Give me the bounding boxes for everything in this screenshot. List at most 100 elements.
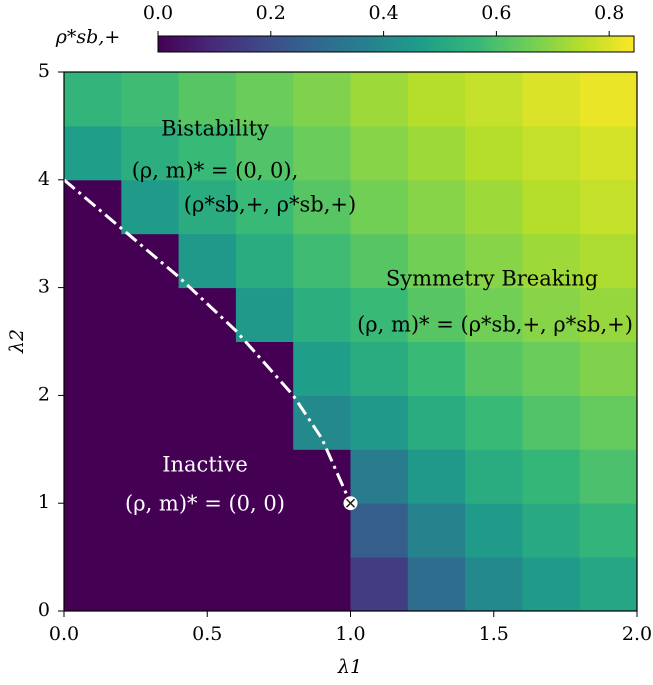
x-tick-label: 0.5	[192, 623, 222, 645]
heatmap-cell	[178, 503, 237, 558]
heatmap-cell	[293, 557, 351, 612]
heatmap-cell	[579, 557, 638, 612]
heatmap-cell	[64, 449, 122, 504]
heatmap-cell	[407, 125, 466, 181]
heatmap-cell	[121, 287, 180, 342]
heatmap-cell	[522, 125, 581, 181]
heatmap-cell	[350, 395, 409, 450]
heatmap-cell	[235, 179, 294, 235]
heatmap-cell	[465, 557, 523, 612]
heatmap-cell	[579, 449, 638, 504]
heatmap-cell	[579, 125, 638, 181]
heatmap-cell	[350, 341, 409, 396]
annotation: Inactive	[162, 453, 248, 477]
heatmap-cell	[64, 341, 122, 396]
heatmap-cell	[293, 341, 351, 396]
heatmap-cell	[407, 395, 466, 450]
heatmap-cell	[293, 395, 351, 450]
y-tick-label: 2	[38, 383, 50, 405]
heatmap-cell	[522, 341, 581, 396]
heatmap-cell	[64, 395, 122, 450]
heatmap-cell	[178, 287, 237, 342]
heatmap-cell	[522, 287, 581, 342]
heatmap-cell	[465, 72, 523, 127]
heatmap-cell	[579, 341, 638, 396]
colorbar-tick-label: 0.6	[481, 2, 511, 24]
heatmap-cell	[407, 557, 466, 612]
heatmap-cell	[235, 449, 294, 504]
heatmap-cell	[350, 287, 409, 342]
heatmap-cell	[293, 125, 351, 181]
heatmap-cell	[407, 503, 466, 558]
y-axis-label: λ2	[6, 329, 28, 354]
heatmap-cell	[178, 233, 237, 289]
heatmap-cell	[465, 449, 523, 504]
colorbar-tick-label: 0.0	[143, 2, 173, 24]
heatmap-cell	[522, 449, 581, 504]
heatmap-cell	[178, 557, 237, 612]
annotation: Symmetry Breaking	[386, 267, 598, 291]
heatmap-cell	[293, 233, 351, 289]
heatmap-cell	[465, 503, 523, 558]
y-tick-label: 0	[38, 599, 50, 621]
x-tick-label: 2.0	[622, 623, 652, 645]
annotation: Bistability	[161, 117, 269, 141]
heatmap-cell	[350, 557, 409, 612]
heatmap-cell	[407, 72, 466, 127]
heatmap-cell	[579, 503, 638, 558]
heatmap-cell	[522, 72, 581, 127]
y-tick-label: 4	[38, 168, 50, 190]
heatmap-cell	[235, 287, 294, 342]
heatmap-cell	[293, 179, 351, 235]
heatmap-cell	[293, 72, 351, 127]
heatmap-cell	[465, 395, 523, 450]
colorbar-tick-label: 0.4	[368, 2, 398, 24]
heatmap-cell	[235, 72, 294, 127]
colorbar-tick-label: 0.2	[256, 2, 286, 24]
heatmap-cell	[407, 341, 466, 396]
heatmap-cell	[121, 179, 180, 235]
x-axis-label: λ1	[337, 656, 362, 678]
colorbar-tick-label: 0.8	[594, 2, 624, 24]
heatmap-cell	[235, 503, 294, 558]
heatmap-cell	[121, 557, 180, 612]
heatmap-cell	[522, 503, 581, 558]
colorbar	[157, 35, 635, 53]
x-tick-label: 1.5	[479, 623, 509, 645]
heatmap-cell	[350, 179, 409, 235]
heatmap-cell	[350, 503, 409, 558]
heatmap-cell	[235, 557, 294, 612]
annotation: (ρ, m)* = (ρ*sb,+, ρ*sb,+)	[357, 313, 633, 337]
annotation: (ρ, m)* = (0, 0),	[132, 159, 299, 183]
heatmap-cell	[522, 395, 581, 450]
heatmap-cell	[64, 503, 122, 558]
heatmap-cell	[121, 341, 180, 396]
heatmap-cell	[64, 287, 122, 342]
heatmap-cell	[178, 449, 237, 504]
heatmap-cell	[522, 179, 581, 235]
heatmap-cell	[579, 233, 638, 289]
heatmap-cell	[465, 341, 523, 396]
heatmap-cell	[121, 503, 180, 558]
heatmap-cell	[235, 125, 294, 181]
heatmap-cell	[522, 557, 581, 612]
heatmap-cell	[178, 179, 237, 235]
annotation: (ρ, m)* = (0, 0)	[125, 492, 285, 516]
heatmap-cell	[522, 233, 581, 289]
heatmap-cell	[350, 125, 409, 181]
heatmap-cell	[465, 179, 523, 235]
heatmap-cell	[64, 233, 122, 289]
x-tick-label: 0.0	[49, 623, 79, 645]
y-tick-label: 3	[38, 276, 50, 298]
heatmap-cell	[465, 233, 523, 289]
heatmap-cell	[293, 287, 351, 342]
heatmap-cell	[235, 233, 294, 289]
critical-point-cross	[345, 498, 356, 508]
annotation: (ρ*sb,+, ρ*sb,+)	[184, 193, 356, 217]
heatmap-cell	[350, 72, 409, 127]
heatmap-cell	[407, 449, 466, 504]
heatmap-cell	[121, 72, 180, 127]
y-tick-label: 1	[38, 491, 50, 513]
heatmap-cell	[235, 395, 294, 450]
